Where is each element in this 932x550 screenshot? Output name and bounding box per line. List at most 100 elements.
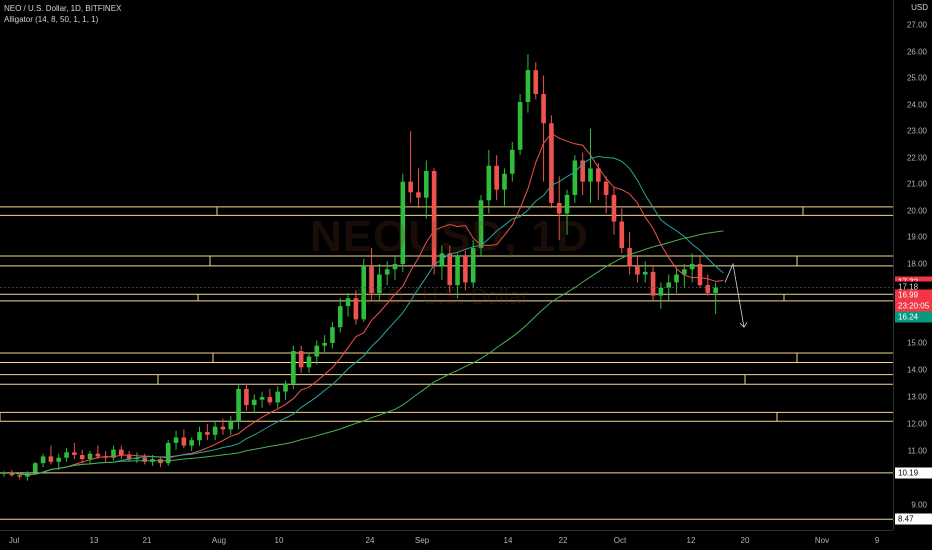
candle-body[interactable] (603, 181, 609, 195)
candle-body[interactable] (17, 475, 22, 477)
time-axis[interactable]: Jul 13 21 Aug 10 24 Sep 14 22 Oct 12 20 Nov 9 (0, 530, 893, 550)
candle-body[interactable] (377, 274, 382, 293)
candle-body[interactable] (619, 221, 625, 249)
candle-body[interactable] (345, 298, 351, 307)
candle-body[interactable] (674, 274, 679, 283)
candle-body[interactable] (330, 327, 335, 343)
price-tag[interactable]: 16.99 (895, 289, 932, 301)
candle-body[interactable] (455, 256, 460, 286)
candle-body[interactable] (384, 269, 390, 275)
candle-body[interactable] (181, 437, 187, 446)
candle-body[interactable] (541, 94, 546, 124)
candle-body[interactable] (369, 266, 374, 293)
candle-body[interactable] (244, 388, 249, 406)
candle-body[interactable] (64, 452, 69, 458)
candle-body[interactable] (134, 457, 140, 460)
candle-body[interactable] (572, 160, 578, 195)
candle-body[interactable] (705, 285, 711, 293)
candle-body[interactable] (556, 202, 562, 214)
candle-body[interactable] (682, 269, 687, 275)
currency-label[interactable]: USD (911, 3, 928, 12)
candle-body[interactable] (298, 351, 304, 368)
candle-body[interactable] (111, 449, 116, 458)
candle-body[interactable] (220, 426, 226, 430)
candle-body[interactable] (95, 453, 101, 457)
candle-body[interactable] (119, 449, 124, 456)
candle-body[interactable] (165, 442, 171, 464)
candle-body[interactable] (322, 343, 327, 346)
price-tag[interactable]: 17.18 (895, 281, 932, 293)
candle-body[interactable] (126, 455, 132, 460)
candle-body[interactable] (588, 168, 593, 182)
candle-body[interactable] (337, 306, 343, 328)
price-tag[interactable]: 10.19 (895, 467, 932, 479)
candle-body[interactable] (697, 264, 703, 286)
candle-body[interactable] (267, 397, 273, 403)
candle-body[interactable] (486, 165, 492, 201)
candle-body[interactable] (713, 287, 718, 293)
candle-body[interactable] (173, 437, 179, 443)
alligator-teeth-line[interactable] (11, 132, 724, 476)
candle-body[interactable] (502, 173, 507, 190)
candle-body[interactable] (314, 345, 320, 357)
candle-body[interactable] (463, 256, 468, 283)
candle-body[interactable] (9, 472, 15, 476)
alligator-jaw-line[interactable] (11, 155, 724, 476)
candle-body[interactable] (259, 397, 265, 400)
candle-body[interactable] (494, 165, 499, 190)
candle-body[interactable] (353, 298, 359, 320)
candle-body[interactable] (666, 282, 671, 288)
candle-body[interactable] (470, 248, 476, 283)
alligator-lips-line[interactable] (11, 230, 724, 476)
candle-body[interactable] (525, 70, 531, 103)
candle-body[interactable] (596, 168, 601, 182)
candle-body[interactable] (236, 388, 241, 422)
candle-body[interactable] (400, 181, 406, 264)
candle-body[interactable] (251, 399, 257, 406)
candle-body[interactable] (361, 266, 367, 320)
candle-body[interactable] (40, 456, 46, 464)
candle-body[interactable] (392, 264, 398, 270)
candle-body[interactable] (533, 70, 539, 95)
candle-body[interactable] (416, 192, 421, 198)
candlestick-chart[interactable] (0, 0, 893, 530)
candle-body[interactable] (205, 432, 210, 435)
candle-body[interactable] (283, 383, 288, 392)
candle-body[interactable] (580, 160, 585, 182)
candle-body[interactable] (549, 123, 554, 203)
candle-body[interactable] (275, 391, 280, 403)
price-tag[interactable]: 16.24 (895, 311, 932, 323)
candle-body[interactable] (32, 463, 38, 473)
candle-body[interactable] (291, 351, 296, 384)
candle-body[interactable] (197, 432, 202, 441)
candle-body[interactable] (48, 456, 54, 462)
candle-body[interactable] (564, 194, 570, 214)
candle-body[interactable] (212, 426, 218, 435)
candle-body[interactable] (142, 457, 148, 462)
candle-body[interactable] (72, 452, 77, 456)
candle-body[interactable] (478, 200, 484, 249)
projection-drawing[interactable] (724, 262, 745, 328)
indicator-legend[interactable]: Alligator (14, 8, 50, 1, 1, 1) (4, 15, 99, 24)
candle-body[interactable] (627, 248, 632, 267)
candle-body[interactable] (510, 149, 515, 174)
price-tag[interactable]: 8.47 (895, 513, 932, 525)
candle-body[interactable] (87, 453, 93, 460)
candle-body[interactable] (423, 171, 429, 198)
candle-body[interactable] (439, 253, 445, 267)
candle-body[interactable] (306, 356, 312, 368)
candle-body[interactable] (650, 271, 656, 296)
candle-body[interactable] (56, 457, 62, 462)
candle-body[interactable] (79, 455, 85, 460)
candle-body[interactable] (611, 194, 617, 222)
candle-body[interactable] (431, 171, 437, 267)
candle-body[interactable] (189, 440, 194, 446)
candle-body[interactable] (658, 287, 664, 296)
candle-body[interactable] (447, 253, 453, 286)
candle-body[interactable] (517, 102, 523, 150)
chart-plot-area[interactable]: NEOUSD, 1D NEO / U.S. Dollar NEO / U.S. … (0, 0, 893, 530)
candle-body[interactable] (1, 472, 7, 474)
price-axis[interactable]: USD 27.00 26.00 25.00 24.00 23.00 22.00 21.00 2… (893, 0, 932, 530)
candle-body[interactable] (408, 181, 413, 193)
